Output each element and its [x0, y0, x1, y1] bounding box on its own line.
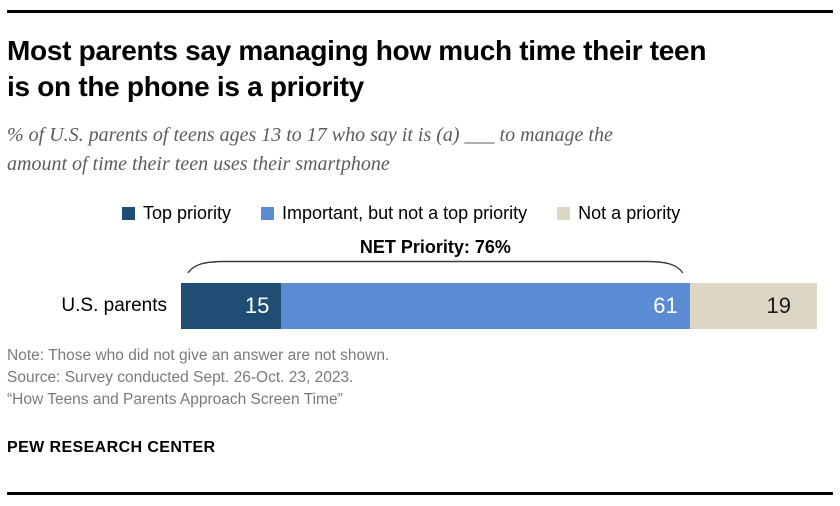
- bar-row: U.S. parents 15 61 19: [7, 283, 817, 329]
- bar-segment-important: 61: [281, 283, 690, 329]
- row-label: U.S. parents: [61, 295, 167, 316]
- pew-research-center-wordmark: PEW RESEARCH CENTER: [7, 439, 216, 456]
- net-bracket-wrap: NET Priority: 76%: [181, 237, 690, 274]
- legend-swatch-important: [261, 206, 275, 220]
- bottom-rule: [7, 492, 833, 495]
- net-area: NET Priority: 76%: [181, 237, 817, 274]
- report-title-line: “How Teens and Parents Approach Screen T…: [7, 391, 343, 408]
- net-bracket: [187, 260, 684, 274]
- bar-segment-not-priority: 19: [689, 283, 817, 329]
- chart-title: Most parents say managing how much time …: [7, 35, 707, 102]
- legend-label: Top priority: [143, 202, 232, 223]
- legend-swatch-top-priority: [122, 206, 135, 220]
- top-rule: [7, 10, 833, 13]
- bar-segment-top-priority: 15: [181, 283, 282, 329]
- stacked-bar: 15 61 19: [181, 283, 817, 329]
- legend: Top priority Important, but not a top pr…: [122, 203, 833, 223]
- legend-item-not-priority: Not a priority: [557, 203, 680, 224]
- net-priority-label: NET Priority: 76%: [359, 237, 511, 257]
- legend-label: Important, but not a top priority: [282, 202, 528, 223]
- note-line: Note: Those who did not give an answer a…: [7, 347, 390, 364]
- legend-label: Not a priority: [578, 202, 681, 223]
- legend-item-top-priority: Top priority: [122, 203, 231, 224]
- legend-item-important: Important, but not a top priority: [261, 203, 527, 224]
- legend-swatch-not-priority: [557, 206, 571, 220]
- chart-area: NET Priority: 76% U.S. parents 15 61 19: [7, 237, 833, 329]
- chart-subtitle: % of U.S. parents of teens ages 13 to 17…: [7, 124, 613, 175]
- footnotes: Note: Those who did not give an answer a…: [7, 345, 833, 411]
- source-line: Source: Survey conducted Sept. 26-Oct. 2…: [7, 369, 354, 386]
